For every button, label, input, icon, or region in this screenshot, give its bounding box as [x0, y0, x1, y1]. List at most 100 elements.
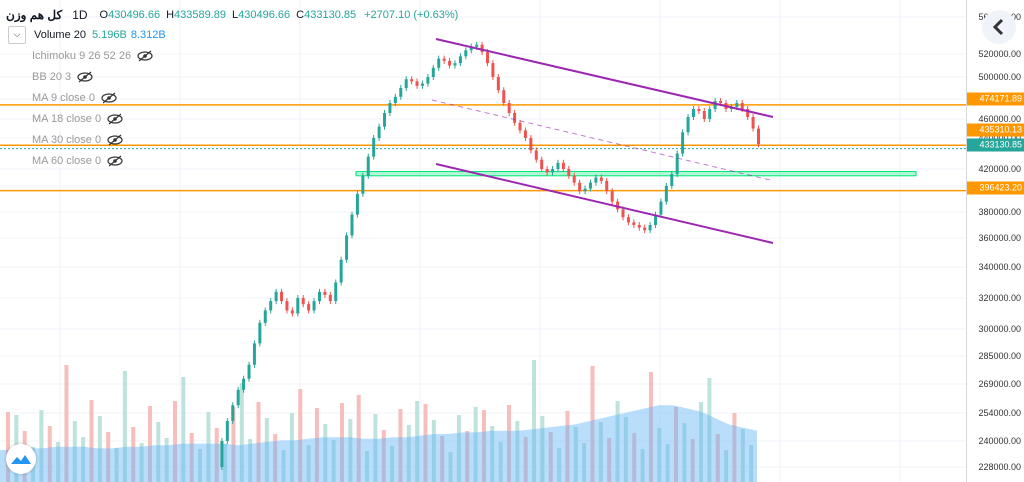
price-change: +2707.10 (+0.63%): [364, 9, 459, 21]
candle: [280, 291, 284, 302]
candle: [518, 122, 522, 131]
candle: [670, 174, 674, 186]
indicator-row[interactable]: MA 30 close 0: [6, 129, 458, 150]
candle: [626, 217, 630, 223]
candle: [312, 301, 316, 311]
candle: [236, 389, 240, 406]
volume-bar: [632, 433, 637, 482]
candle: [355, 193, 359, 215]
volume-bar: [598, 422, 603, 482]
volume-bar: [481, 410, 486, 482]
volume-indicator-row[interactable]: ⌵ Volume 20 5.196B 8.312B: [6, 24, 458, 45]
candle: [567, 169, 571, 176]
volume-bar: [523, 437, 528, 482]
candle: [610, 191, 614, 202]
volume-bar: [164, 438, 169, 482]
candle: [453, 63, 457, 66]
indicator-name: Ichimoku 9 26 52 26: [32, 49, 132, 62]
candle: [686, 117, 690, 133]
volume-bar: [548, 432, 553, 482]
candle: [301, 298, 305, 305]
candle: [746, 109, 750, 117]
chart-canvas[interactable]: [0, 0, 966, 482]
candle: [372, 138, 376, 157]
volume-bar: [139, 443, 144, 482]
candle: [534, 150, 538, 160]
candle: [713, 101, 717, 109]
indicator-row[interactable]: Ichimoku 9 26 52 26: [6, 45, 458, 66]
price-axis[interactable]: 560000.00520000.00500000.00480000.004600…: [966, 0, 1024, 482]
volume-bar: [623, 417, 628, 482]
timeframe-label[interactable]: 1D: [72, 8, 88, 22]
candle: [274, 291, 278, 302]
price-tick-label: 269000.00: [978, 379, 1021, 389]
candle: [599, 177, 603, 181]
candle: [551, 169, 555, 173]
indicator-row[interactable]: MA 60 close 0: [6, 150, 458, 171]
volume-bar: [323, 424, 328, 482]
volume-bar: [181, 377, 186, 482]
collapse-chevron-icon[interactable]: ⌵: [8, 25, 26, 44]
price-line-label: 474171.89: [967, 92, 1024, 106]
volume-bar: [306, 445, 311, 482]
price-tick-label: 420000.00: [978, 164, 1021, 174]
volume-bar: [198, 449, 203, 482]
candle: [393, 96, 397, 103]
candle: [545, 169, 549, 173]
volume-ma-value: 8.312B: [130, 28, 166, 41]
indicator-row[interactable]: MA 18 close 0: [6, 108, 458, 129]
candle: [350, 214, 354, 236]
candle: [681, 132, 685, 154]
price-tick-label: 285000.00: [978, 351, 1021, 361]
candle: [496, 77, 500, 91]
volume-bar: [264, 418, 269, 482]
eye-hidden-icon[interactable]: [137, 50, 153, 62]
ohlc-open: O430496.66: [99, 9, 161, 21]
tradingview-logo-icon[interactable]: [6, 444, 36, 474]
eye-hidden-icon[interactable]: [107, 134, 123, 146]
volume-bar: [173, 401, 177, 482]
candle: [719, 101, 723, 103]
volume-bar: [398, 409, 403, 482]
volume-ma-area: [0, 405, 757, 482]
eye-hidden-icon[interactable]: [101, 92, 117, 104]
symbol-name[interactable]: کل هم وزن: [6, 8, 63, 22]
volume-bar: [415, 401, 420, 482]
chart-area[interactable]: [0, 0, 966, 482]
volume-bar: [39, 410, 44, 482]
volume-bar: [356, 395, 361, 482]
volume-bar: [239, 383, 244, 482]
eye-hidden-icon[interactable]: [77, 71, 93, 83]
volume-bar: [473, 407, 478, 482]
volume-bar: [298, 389, 303, 482]
candle: [296, 298, 300, 314]
price-tick-label: 340000.00: [978, 262, 1021, 272]
candle: [588, 182, 592, 189]
candle: [242, 378, 246, 390]
collapse-panel-button[interactable]: [982, 10, 1016, 44]
candle: [632, 222, 636, 225]
candle: [735, 103, 739, 107]
volume-bar: [381, 430, 386, 482]
volume-bar: [724, 450, 729, 482]
indicator-list: Ichimoku 9 26 52 26 BB 20 3 MA 9 close 0 MA…: [6, 45, 458, 171]
eye-hidden-icon[interactable]: [107, 155, 123, 167]
channel-mid-line: [431, 99, 771, 181]
candle: [442, 58, 446, 61]
candle: [220, 441, 224, 467]
candle: [437, 58, 441, 68]
indicator-name: MA 18 close 0: [32, 112, 102, 125]
eye-hidden-icon[interactable]: [107, 113, 123, 125]
candle: [637, 225, 641, 228]
price-tick-label: 440000.00: [978, 133, 1021, 143]
candle: [458, 56, 462, 64]
volume-bar: [498, 442, 503, 482]
candle: [648, 225, 652, 231]
indicator-row[interactable]: MA 9 close 0: [6, 87, 458, 108]
candle: [399, 88, 403, 97]
volume-bar: [565, 411, 570, 482]
volume-bar: [507, 405, 511, 482]
indicator-row[interactable]: BB 20 3: [6, 66, 458, 87]
volume-bar: [440, 436, 445, 482]
candle: [486, 52, 489, 64]
